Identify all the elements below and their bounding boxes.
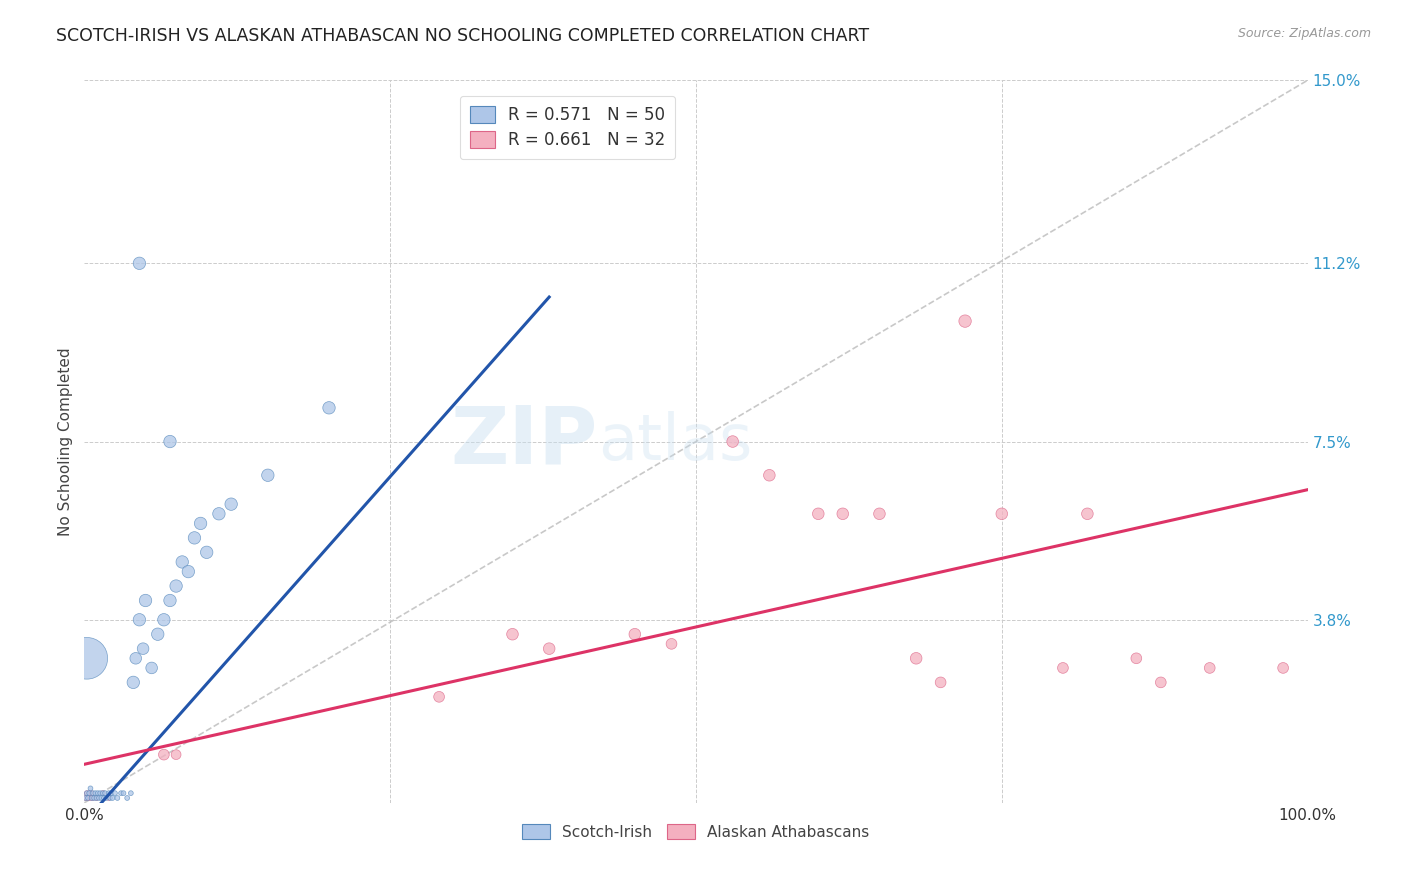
Point — [1076, 507, 1098, 521]
Point — [101, 791, 124, 805]
Point — [80, 791, 103, 805]
Point — [318, 401, 340, 415]
Point — [159, 434, 181, 449]
Legend: Scotch-Irish, Alaskan Athabascans: Scotch-Irish, Alaskan Athabascans — [516, 818, 876, 846]
Point — [624, 627, 647, 641]
Point — [120, 786, 142, 800]
Point — [80, 786, 103, 800]
Point — [110, 786, 132, 800]
Point — [77, 786, 100, 800]
Point — [135, 593, 157, 607]
Point — [98, 791, 121, 805]
Point — [96, 791, 118, 805]
Point — [991, 507, 1014, 521]
Point — [1198, 661, 1220, 675]
Point — [86, 791, 108, 805]
Text: ZIP: ZIP — [451, 402, 598, 481]
Point — [758, 468, 780, 483]
Point — [1272, 661, 1295, 675]
Point — [1125, 651, 1147, 665]
Y-axis label: No Schooling Completed: No Schooling Completed — [58, 347, 73, 536]
Point — [100, 786, 122, 800]
Point — [76, 786, 98, 800]
Point — [75, 791, 97, 805]
Point — [953, 314, 976, 328]
Point — [208, 507, 231, 521]
Point — [177, 565, 200, 579]
Point — [112, 786, 135, 800]
Text: Source: ZipAtlas.com: Source: ZipAtlas.com — [1237, 27, 1371, 40]
Point — [257, 468, 280, 483]
Point — [75, 791, 97, 805]
Point — [83, 791, 105, 805]
Point — [905, 651, 928, 665]
Point — [153, 613, 176, 627]
Point — [77, 791, 100, 805]
Point — [141, 661, 163, 675]
Point — [87, 791, 110, 805]
Point — [94, 786, 117, 800]
Point — [153, 747, 176, 762]
Point — [172, 555, 194, 569]
Point — [77, 791, 100, 805]
Point — [84, 786, 107, 800]
Point — [427, 690, 450, 704]
Point — [93, 791, 115, 805]
Point — [1052, 661, 1074, 675]
Point — [105, 791, 128, 805]
Point — [929, 675, 952, 690]
Point — [165, 579, 187, 593]
Point — [132, 641, 155, 656]
Point — [82, 791, 104, 805]
Point — [219, 497, 242, 511]
Point — [89, 786, 111, 800]
Point — [165, 747, 187, 762]
Text: SCOTCH-IRISH VS ALASKAN ATHABASCAN NO SCHOOLING COMPLETED CORRELATION CHART: SCOTCH-IRISH VS ALASKAN ATHABASCAN NO SC… — [56, 27, 869, 45]
Point — [125, 651, 148, 665]
Point — [77, 786, 100, 800]
Point — [122, 675, 145, 690]
Point — [82, 786, 104, 800]
Point — [159, 593, 181, 607]
Point — [502, 627, 524, 641]
Point — [79, 791, 101, 805]
Point — [104, 786, 127, 800]
Point — [1150, 675, 1173, 690]
Point — [128, 256, 150, 270]
Point — [76, 651, 98, 665]
Point — [869, 507, 891, 521]
Point — [76, 786, 98, 800]
Point — [97, 791, 120, 805]
Point — [86, 791, 108, 805]
Point — [807, 507, 830, 521]
Point — [661, 637, 683, 651]
Text: atlas: atlas — [598, 410, 752, 473]
Point — [90, 791, 112, 805]
Point — [831, 507, 853, 521]
Point — [146, 627, 169, 641]
Point — [97, 786, 120, 800]
Point — [91, 786, 114, 800]
Point — [128, 613, 150, 627]
Point — [115, 791, 138, 805]
Point — [91, 786, 114, 800]
Point — [721, 434, 744, 449]
Point — [79, 781, 101, 796]
Point — [195, 545, 218, 559]
Point — [190, 516, 212, 531]
Point — [183, 531, 205, 545]
Point — [87, 786, 110, 800]
Point — [538, 641, 561, 656]
